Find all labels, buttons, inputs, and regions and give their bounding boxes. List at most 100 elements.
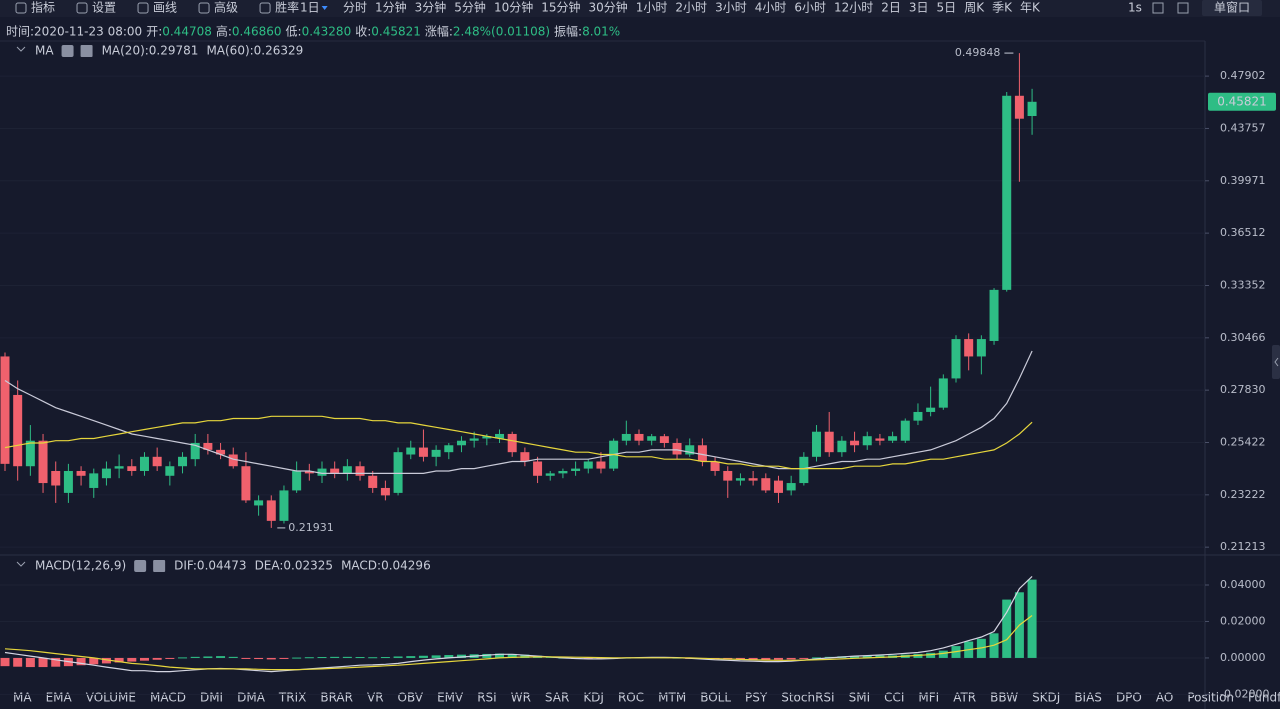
interval-button[interactable]: 12小时 <box>834 1 873 15</box>
candle-body <box>926 407 936 412</box>
indicator-tab[interactable]: MTM <box>658 691 686 705</box>
interval-button[interactable]: 3日 <box>909 1 929 15</box>
interval-button[interactable]: 4小时 <box>755 1 787 15</box>
indicator-tab[interactable]: SAR <box>545 691 569 705</box>
macd-bar <box>456 654 466 658</box>
collapse-icon[interactable] <box>16 46 26 52</box>
interval-button[interactable]: 15分钟 <box>541 0 580 15</box>
macd-bar <box>76 657 86 666</box>
window-button[interactable] <box>1202 0 1262 16</box>
indicator-tab[interactable]: MA <box>13 691 32 705</box>
candle-body <box>393 452 403 493</box>
indicator-tab[interactable]: BBW <box>990 691 1018 705</box>
indicator-tab[interactable]: AO <box>1156 691 1173 705</box>
candle-body <box>1027 101 1037 117</box>
macd-bar <box>190 656 200 658</box>
refresh-rate[interactable]: 1s <box>1128 1 1142 15</box>
indicator-tab[interactable]: PSY <box>745 691 768 705</box>
macd-bar <box>875 655 885 658</box>
interval-button[interactable]: 2小时 <box>675 1 707 15</box>
legend-entry: MA(20):0.29781 <box>102 44 199 58</box>
indicator-tab[interactable]: MACD <box>150 691 186 705</box>
settings-icon[interactable] <box>134 560 147 572</box>
interval-active[interactable]: 1日 <box>300 1 320 15</box>
indicator-tab[interactable]: DPO <box>1116 691 1142 705</box>
close-icon[interactable] <box>80 45 93 57</box>
interval-button[interactable]: 3分钟 <box>415 0 447 15</box>
interval-button[interactable]: 1分钟 <box>375 0 407 15</box>
indicator-tab[interactable]: BOLL <box>700 691 731 705</box>
interval-button[interactable]: 3小时 <box>715 1 747 15</box>
indicator-tab[interactable]: EMV <box>437 691 464 705</box>
interval-button[interactable]: 2日 <box>881 1 901 15</box>
candle-body <box>63 470 73 493</box>
macd-bar <box>418 655 428 658</box>
interval-button[interactable]: 分时 <box>343 1 367 15</box>
macd-bar <box>393 656 403 658</box>
tool-button[interactable]: 设置 <box>92 1 116 15</box>
interval-button[interactable]: 季K <box>992 1 1013 15</box>
indicator-tab[interactable]: VR <box>367 691 384 705</box>
tool-button[interactable]: 高级 <box>214 0 238 15</box>
indicator-tab[interactable]: VOLUME <box>86 691 136 705</box>
indicator-tab[interactable]: DMA <box>237 691 266 705</box>
tool-button[interactable]: 胜率 <box>275 0 299 15</box>
side-handle[interactable] <box>1272 345 1280 379</box>
expand-icon[interactable] <box>1177 2 1189 14</box>
interval-button[interactable]: 1小时 <box>636 1 668 15</box>
indicator-tab[interactable]: WR <box>511 691 531 705</box>
y-tick-label: 0.23222 <box>1220 488 1266 501</box>
y-tick-label: -0.02000 <box>1220 687 1269 700</box>
indicator-tab[interactable]: DMI <box>200 691 223 705</box>
macd-bar <box>38 657 48 668</box>
indicator-tab[interactable]: KDJ <box>583 691 604 705</box>
candle-body <box>190 442 200 460</box>
info-value: 0.45821 <box>371 25 421 39</box>
tool-button[interactable]: 画线 <box>153 1 177 15</box>
candle-body <box>330 468 340 474</box>
collapse-icon[interactable] <box>16 561 26 567</box>
indicator-tab[interactable]: StochRSI <box>781 691 834 705</box>
interval-button[interactable]: 5日 <box>937 1 957 15</box>
candle-body <box>1002 95 1012 290</box>
candle-body <box>368 475 378 488</box>
tool-button[interactable]: 指标 <box>31 0 55 15</box>
indicator-tab[interactable]: EMA <box>46 691 73 705</box>
candle-body <box>507 433 517 453</box>
macd-bar <box>495 653 505 658</box>
indicator-tab[interactable]: SKDJ <box>1032 691 1060 705</box>
tool-icon <box>198 2 210 14</box>
interval-button[interactable]: 年K <box>1020 1 1041 15</box>
candle-body <box>241 466 251 501</box>
candle-body <box>862 436 872 446</box>
macd-bar <box>165 657 175 659</box>
candle-body <box>634 433 644 441</box>
interval-button[interactable]: 6小时 <box>794 1 826 15</box>
indicator-tab[interactable]: CCI <box>884 691 904 705</box>
candle-body <box>875 438 885 441</box>
indicator-tab[interactable]: RSI <box>477 691 497 705</box>
indicator-tab[interactable]: BRAR <box>320 691 353 705</box>
indicator-tab[interactable]: BIAS <box>1074 691 1102 705</box>
interval-button[interactable]: 30分钟 <box>589 0 628 15</box>
window-mode[interactable]: 单窗口 <box>1214 1 1250 15</box>
info-value: 0.43280 <box>302 25 352 39</box>
close-icon[interactable] <box>153 560 166 572</box>
indicator-tab[interactable]: ATR <box>953 691 976 705</box>
fullscreen-icon[interactable] <box>1152 2 1164 14</box>
candle-body <box>647 436 657 441</box>
indicator-tab[interactable]: OBV <box>398 691 424 705</box>
info-label: 振幅: <box>554 24 582 39</box>
settings-icon[interactable] <box>61 45 74 57</box>
indicator-tab[interactable]: MFI <box>918 691 939 705</box>
indicator-tab[interactable]: SMI <box>849 691 871 705</box>
macd-bar <box>799 657 809 659</box>
indicator-tab[interactable]: TRIX <box>278 691 306 705</box>
candle-body <box>748 478 758 481</box>
interval-button[interactable]: 5分钟 <box>454 0 486 15</box>
interval-button[interactable]: 周K <box>964 1 985 15</box>
interval-button[interactable]: 10分钟 <box>494 0 533 15</box>
y-tick-label: 0.43757 <box>1220 121 1266 134</box>
indicator-tab[interactable]: Fundflow <box>1248 691 1280 705</box>
indicator-tab[interactable]: ROC <box>618 691 644 705</box>
